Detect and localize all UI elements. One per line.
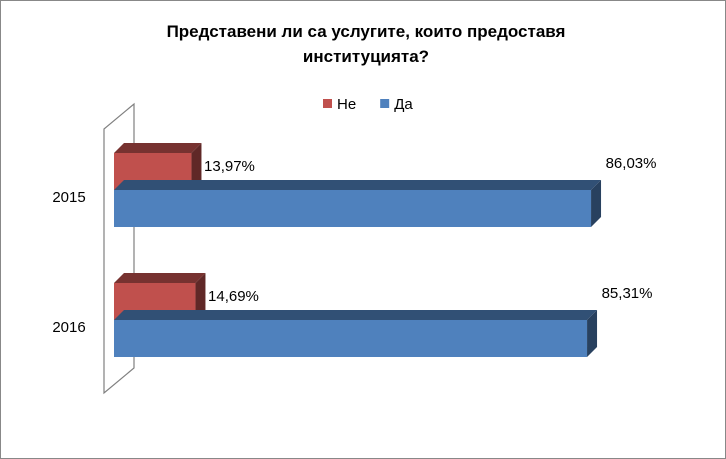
data-label: 13,97% — [204, 158, 255, 175]
y-tick-label: 2015 — [52, 189, 85, 206]
bar — [114, 320, 588, 357]
back-wall — [103, 102, 135, 395]
bar-top-face — [114, 143, 202, 153]
data-label: 85,31% — [602, 285, 653, 302]
bar-top-face — [114, 180, 602, 190]
data-label: 14,69% — [208, 288, 259, 305]
legend-swatch — [323, 99, 332, 108]
bar-top-face — [114, 310, 598, 320]
bar-side-face — [587, 310, 598, 357]
legend-swatch — [380, 99, 390, 108]
bar-side-face — [195, 273, 206, 320]
data-label: 86,03% — [606, 155, 657, 172]
legend-label: Да — [394, 96, 413, 113]
bar — [114, 190, 592, 227]
bar-side-face — [591, 180, 602, 227]
legend-label: Не — [337, 96, 356, 113]
bar-side-face — [191, 143, 202, 190]
y-tick-label: 2016 — [52, 319, 85, 336]
chart-title: Представени ли са услугите, които предос… — [166, 22, 566, 66]
bar-top-face — [114, 273, 206, 283]
